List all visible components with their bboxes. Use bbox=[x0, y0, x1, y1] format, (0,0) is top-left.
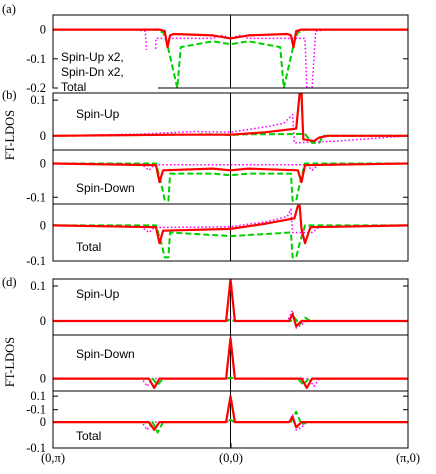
panel-tag: (a) bbox=[2, 2, 16, 16]
panel-label: Spin-Up bbox=[76, 107, 120, 121]
y-tick-label: -0.1 bbox=[26, 52, 46, 66]
series-line-spin-dn bbox=[53, 316, 408, 326]
legend-entry: Total bbox=[61, 80, 86, 94]
series-line-total bbox=[53, 162, 408, 184]
x-tick-label-right: (π,0) bbox=[396, 451, 420, 465]
panel-5: 0.1 0 Spin-Up bbox=[30, 278, 409, 336]
y-axis-label-bottom: FT-LDOS bbox=[3, 337, 17, 387]
panel-frame bbox=[52, 14, 409, 89]
panel-label: Spin-Up bbox=[76, 287, 120, 301]
y-tick-label: -0.2 bbox=[26, 81, 46, 95]
legend-entry: Spin-Up x2, bbox=[61, 50, 124, 64]
y-tick-label: 0 bbox=[40, 415, 46, 429]
series-line-spin-dn bbox=[53, 133, 408, 144]
series-line-spin-dn bbox=[53, 224, 408, 259]
series-line-total bbox=[53, 204, 408, 245]
panel-tag: (d) bbox=[2, 275, 17, 289]
panel-1: 0 -0.1 -0.2 Spin-Up x2,Spin-Dn x2,Total bbox=[26, 14, 409, 95]
y-tick-label: 0.1 bbox=[30, 93, 46, 107]
x-tick-label-center: (0,0) bbox=[219, 451, 243, 465]
y-axis-label-top: FT-LDOS bbox=[3, 110, 17, 160]
y-tick-label: 0 bbox=[40, 218, 46, 232]
panel-frame bbox=[52, 203, 409, 262]
panel-6: -0.1 0 Spin-Down bbox=[26, 334, 409, 417]
x-tick-label-left: (0,π) bbox=[41, 451, 65, 465]
y-tick-label: -0.1 bbox=[26, 403, 46, 417]
y-tick-label: -0.1 bbox=[26, 441, 46, 455]
panel-label: Spin-Down bbox=[76, 347, 135, 361]
y-tick-label: 0.1 bbox=[30, 279, 46, 293]
legend-entry: Spin-Dn x2, bbox=[61, 65, 124, 79]
y-tick-label: 0 bbox=[40, 372, 46, 386]
y-tick-label: 0 bbox=[40, 314, 46, 328]
panel-tag: (b) bbox=[2, 88, 17, 102]
series-line-total bbox=[53, 395, 408, 431]
y-tick-label: 0 bbox=[40, 157, 46, 171]
series-line-spin-up bbox=[53, 376, 408, 388]
panel-3: 0 -0.1 Spin-Down bbox=[26, 149, 409, 205]
series-line-total bbox=[53, 93, 408, 143]
y-tick-label: 0 bbox=[40, 129, 46, 143]
legend-background bbox=[58, 50, 158, 90]
y-tick-label: 0.1 bbox=[30, 389, 46, 403]
series-line-spin-up bbox=[53, 208, 408, 234]
panel-label: Total bbox=[76, 429, 101, 443]
series-line-spin-dn bbox=[53, 410, 408, 434]
y-tick-label: 0 bbox=[40, 23, 46, 37]
y-tick-label: -0.1 bbox=[26, 190, 46, 204]
panel-label: Spin-Down bbox=[76, 181, 135, 195]
panel-label: Total bbox=[76, 240, 101, 254]
series-line-spin-up bbox=[53, 162, 408, 172]
series-line-spin-dn bbox=[53, 162, 408, 202]
panel-4: 0 -0.1 Total bbox=[26, 203, 409, 268]
panel-2: 0.1 0 Spin-Up bbox=[30, 92, 409, 151]
series-line-total bbox=[53, 337, 408, 389]
series-line-total bbox=[53, 28, 408, 49]
y-tick-label: -0.1 bbox=[26, 254, 46, 268]
series-line-total bbox=[53, 279, 408, 328]
